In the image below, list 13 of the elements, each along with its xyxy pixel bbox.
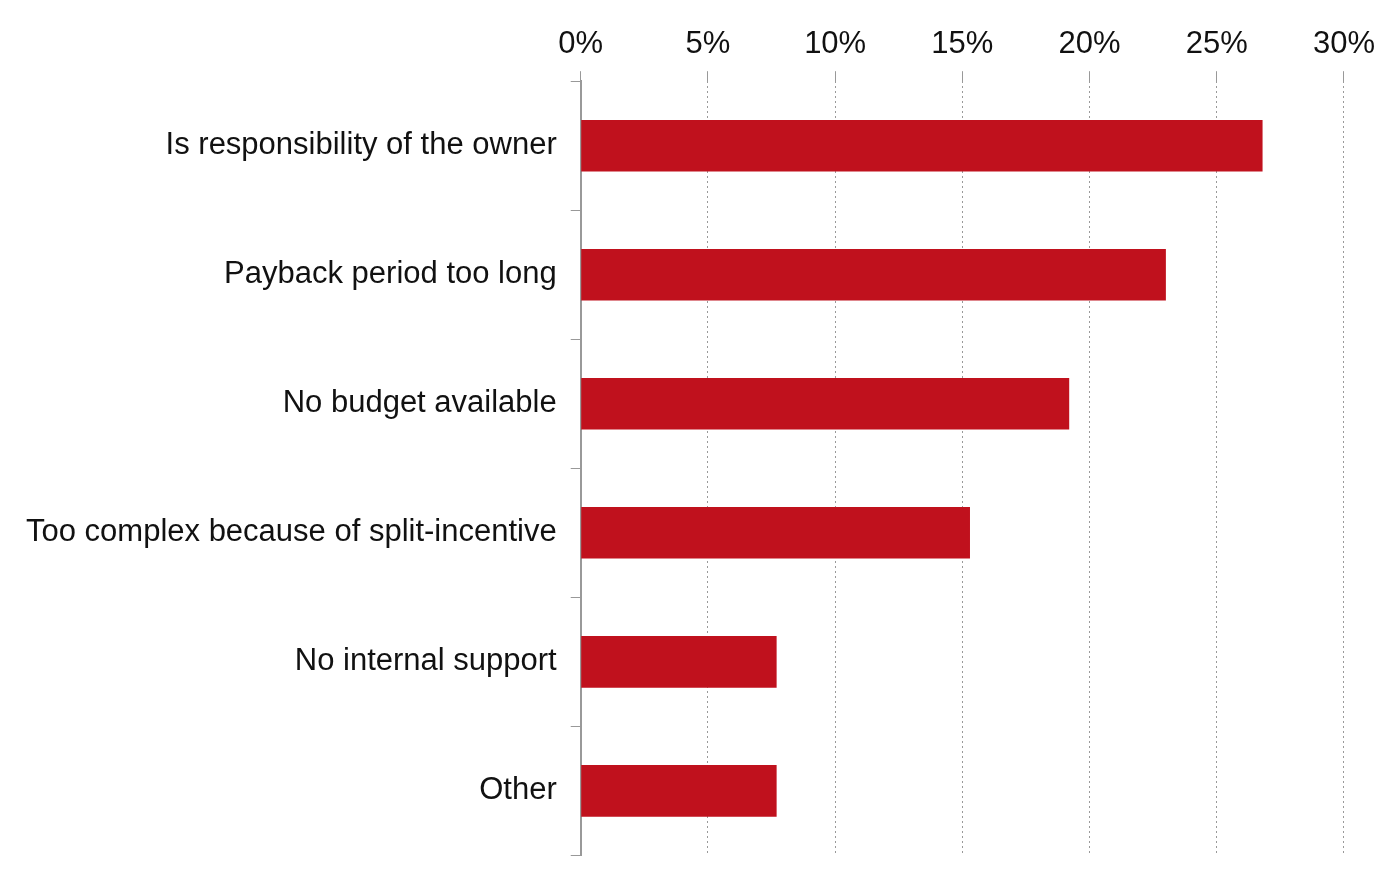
y-tick-label: Other	[479, 771, 557, 807]
x-tick-label: 25%	[1185, 25, 1248, 61]
x-tick-label: 30%	[1312, 25, 1375, 61]
y-tick-label: No internal support	[294, 642, 558, 678]
y-tick-label: No budget available	[282, 384, 557, 420]
x-tick-label: 15%	[931, 25, 994, 61]
y-tick-label: Is responsibility of the owner	[165, 126, 557, 162]
x-tick-label: 5%	[685, 25, 731, 61]
x-tick-label: 20%	[1058, 25, 1121, 61]
x-tick-label: 10%	[804, 25, 867, 61]
y-tick-label: Payback period too long	[224, 255, 557, 291]
y-tick-label: Too complex because of split-incentive	[25, 513, 557, 549]
x-tick-label: 0%	[558, 25, 604, 61]
